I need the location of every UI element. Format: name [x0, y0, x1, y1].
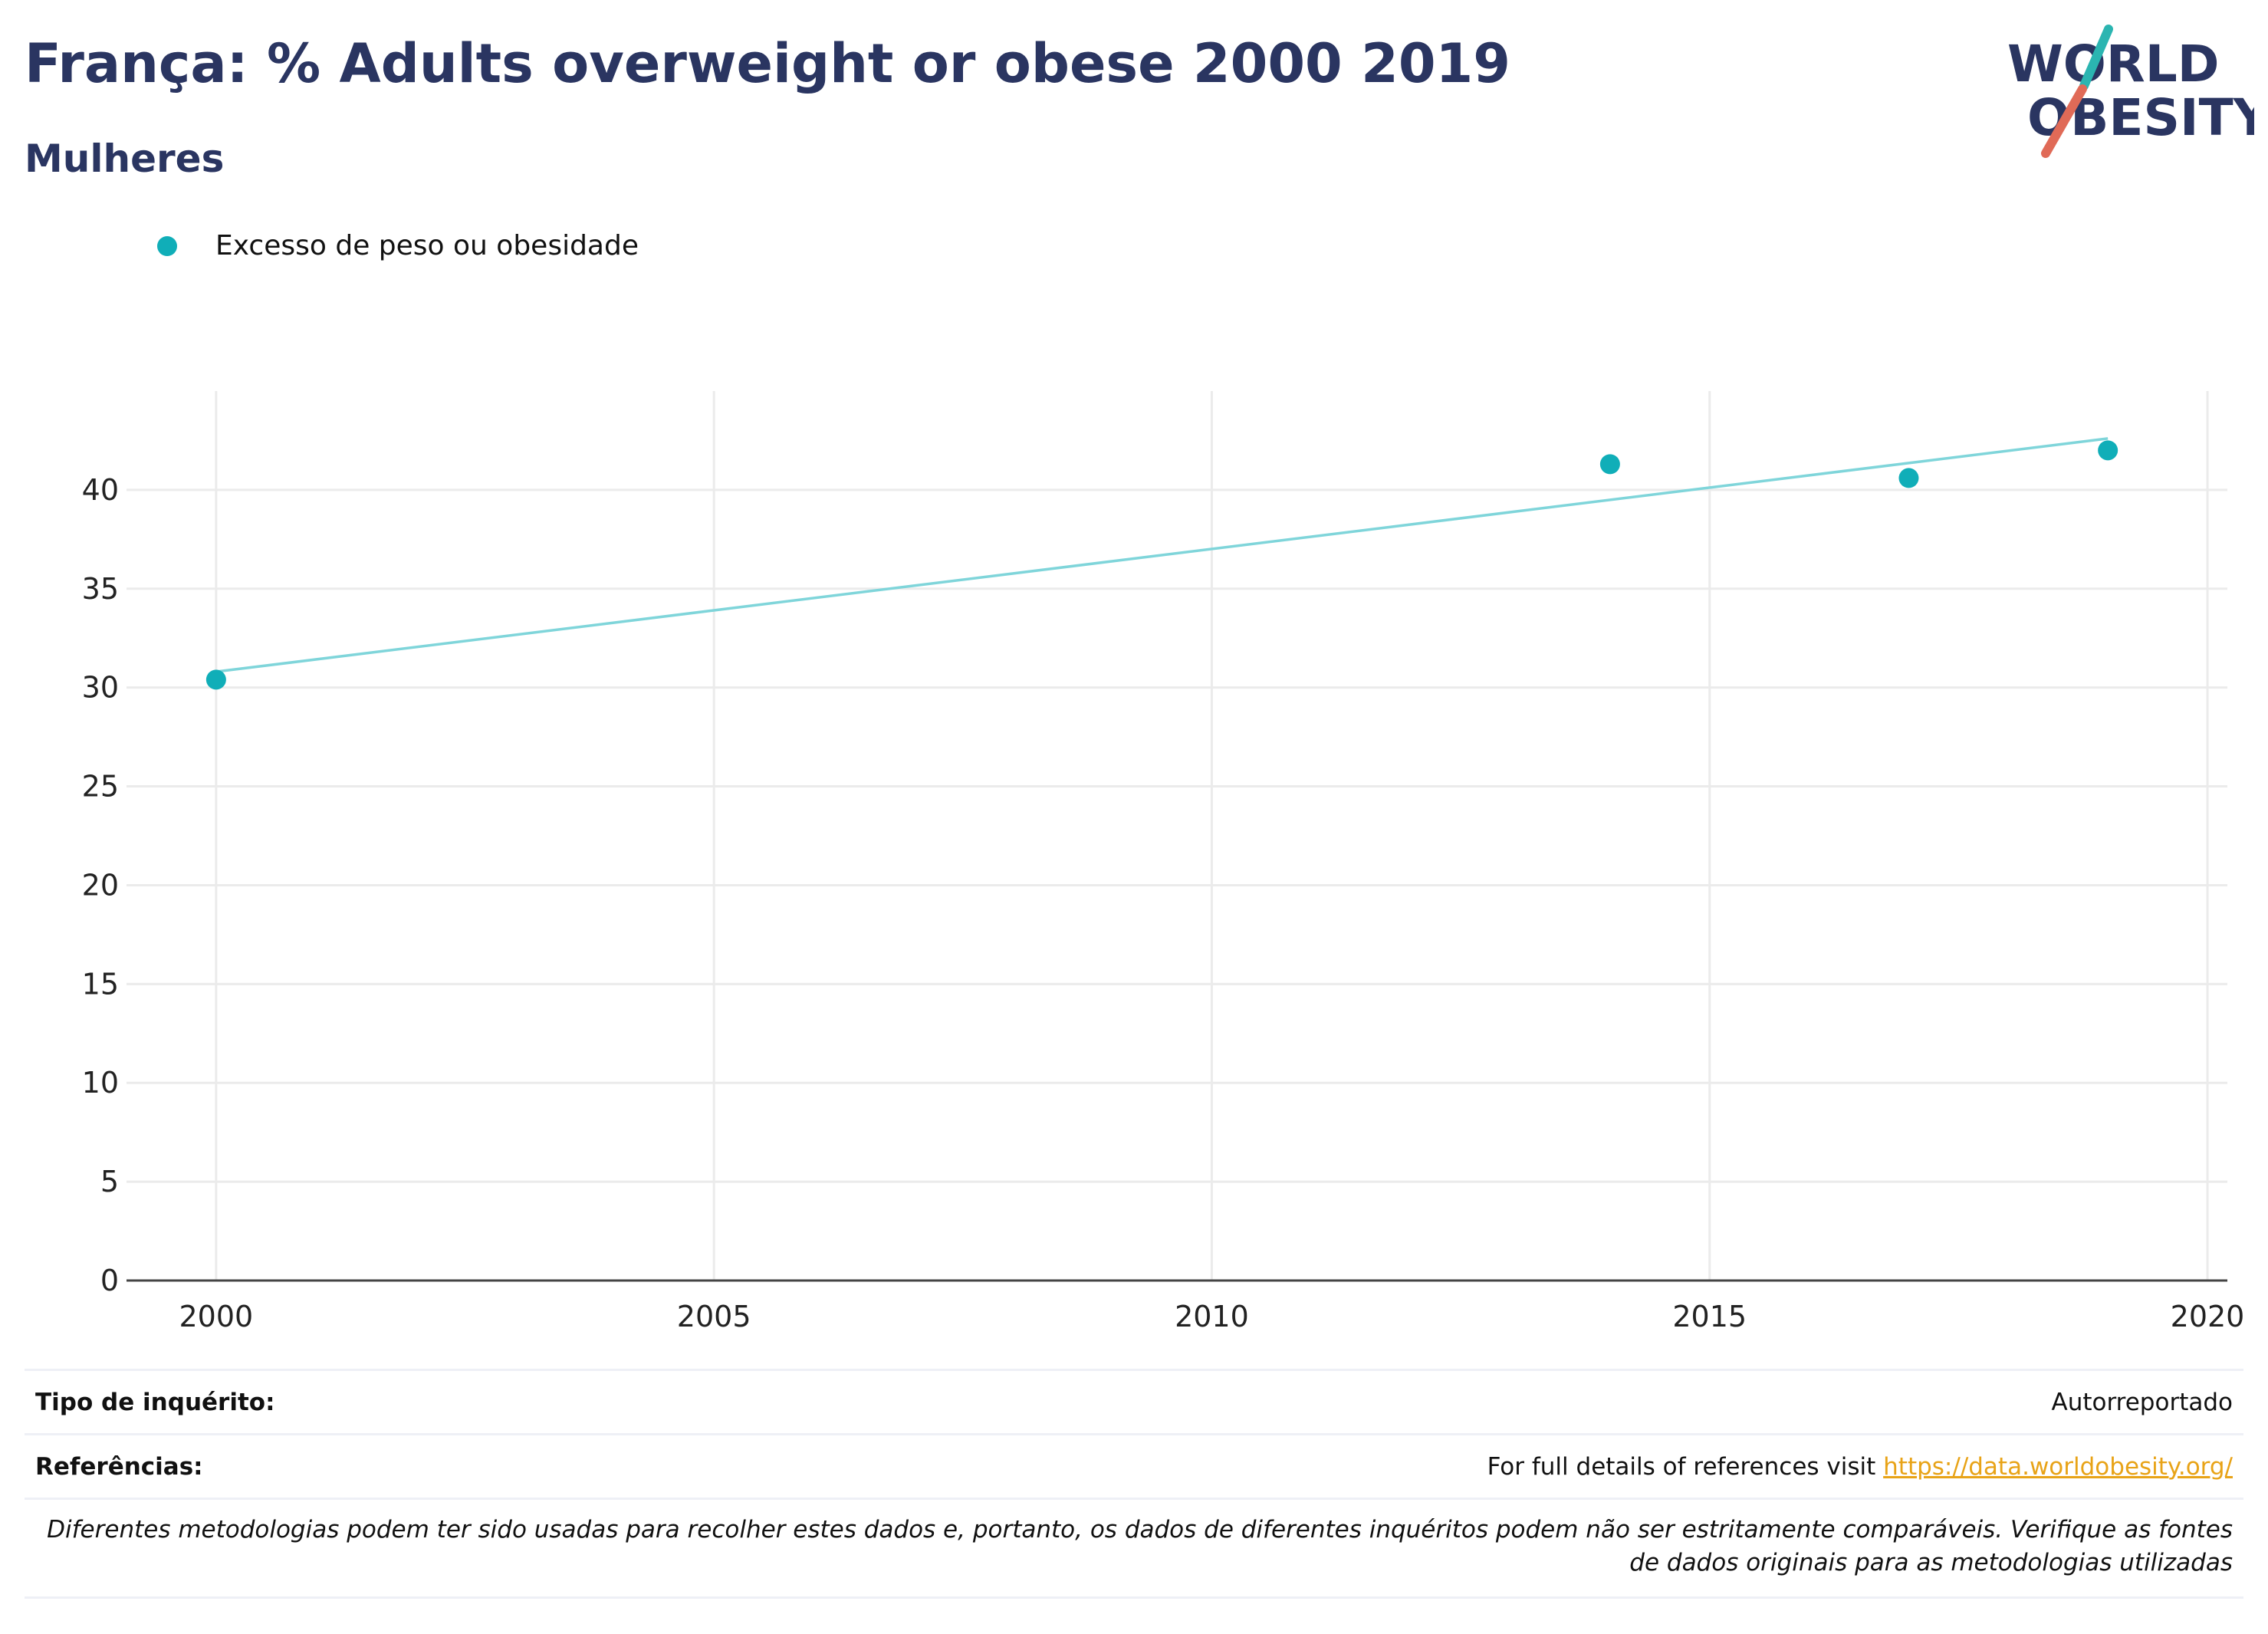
references-link[interactable]: https://data.worldobesity.org/	[1883, 1452, 2233, 1481]
logo-slash-red	[2041, 84, 2087, 158]
y-tick-label: 30	[82, 671, 119, 705]
trendline	[215, 437, 2109, 673]
trendline-group	[215, 437, 2109, 673]
data-points	[205, 440, 2118, 690]
legend-marker	[157, 235, 177, 256]
x-tick-label: 2015	[1672, 1300, 1747, 1333]
x-tick-labels: 2000 2005 2010 2015 2020	[179, 1300, 2245, 1333]
y-tick-label: 35	[82, 572, 119, 606]
legend-label: Excesso de peso ou obesidade	[215, 230, 639, 261]
data-point-2019	[2098, 440, 2118, 461]
chart-title: França: % Adults overweight or obese 200…	[25, 32, 1510, 95]
methodology-note-line-2: de dados originais para as metodologias …	[1629, 1549, 2233, 1576]
y-tick-label: 0	[100, 1264, 119, 1297]
chart-subtitle: Mulheres	[25, 136, 225, 181]
x-tick-label: 2000	[179, 1300, 254, 1333]
methodology-note-line-1: Diferentes metodologias podem ter sido u…	[47, 1516, 2233, 1544]
methodology-note: Diferentes metodologias podem ter sido u…	[25, 1498, 2243, 1599]
references-value: For full details of references visit htt…	[1487, 1453, 2233, 1481]
footer: Tipo de inquérito: Autorreportado Referê…	[25, 1369, 2243, 1599]
survey-type-label: Tipo de inquérito:	[35, 1388, 275, 1416]
logo-word-world: WORLD	[2007, 35, 2220, 94]
data-point-2014	[1599, 454, 1620, 475]
y-tick-label: 5	[100, 1165, 119, 1198]
grid	[127, 391, 2227, 1281]
y-tick-label: 40	[82, 473, 119, 507]
y-tick-label: 10	[82, 1066, 119, 1100]
x-tick-label: 2005	[677, 1300, 751, 1333]
y-tick-label: 25	[82, 770, 119, 804]
x-tick-label: 2010	[1175, 1300, 1249, 1333]
y-tick-labels: 0 5 10 15 20 25 30 35 40	[82, 473, 119, 1297]
data-point-2017	[1898, 468, 1919, 488]
data-point-2000	[205, 669, 226, 690]
legend[interactable]: Excesso de peso ou obesidade	[157, 230, 639, 261]
world-obesity-logo: WORLD OBESITY	[2007, 25, 2254, 158]
references-label: Referências:	[35, 1452, 203, 1481]
logo-slash-teal	[2079, 25, 2113, 90]
references-row: Referências: For full details of referen…	[25, 1433, 2243, 1498]
y-tick-label: 15	[82, 967, 119, 1001]
y-tick-label: 20	[82, 868, 119, 902]
survey-type-value: Autorreportado	[2051, 1388, 2233, 1416]
references-text: For full details of references visit	[1487, 1452, 1876, 1481]
x-tick-label: 2020	[2171, 1300, 2245, 1333]
scatter-chart: 0 5 10 15 20 25 30 35 40 2000 2005 2010 2015 2020	[82, 391, 2244, 1333]
survey-type-row: Tipo de inquérito: Autorreportado	[25, 1369, 2243, 1433]
